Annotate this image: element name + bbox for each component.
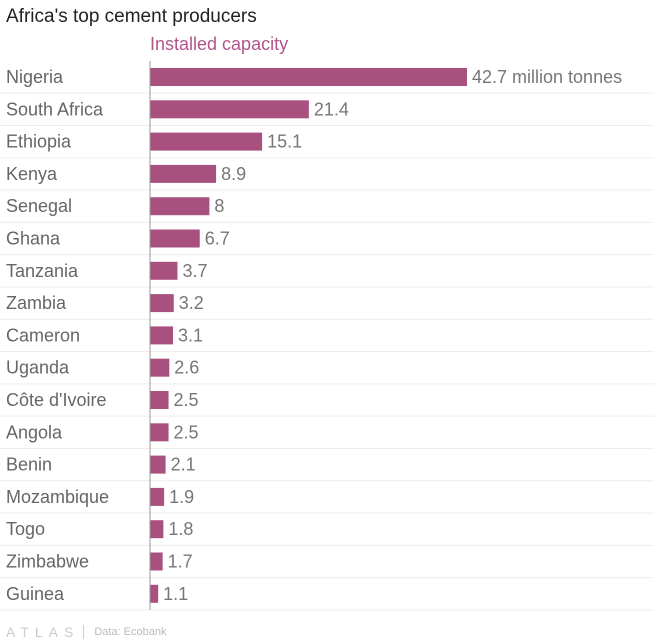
category-label: Zambia: [6, 293, 67, 313]
data-label: 2.5: [174, 390, 199, 410]
category-label: South Africa: [6, 99, 104, 119]
data-label: 2.1: [171, 455, 196, 475]
footer-divider: [83, 625, 85, 639]
bar: [150, 520, 164, 539]
bar: [150, 487, 165, 506]
data-label: 1.7: [168, 552, 193, 572]
category-label: Kenya: [6, 164, 58, 184]
bar: [150, 584, 159, 603]
category-label: Tanzania: [6, 261, 79, 281]
data-label: 8: [214, 196, 224, 216]
category-label: Mozambique: [6, 487, 109, 507]
bar: [150, 423, 169, 442]
data-label: 3.1: [178, 325, 203, 345]
data-label: 3.2: [179, 293, 204, 313]
atlas-logo: ATLAS: [6, 624, 80, 640]
chart-subtitle: Installed capacity: [150, 34, 289, 54]
data-label: 6.7: [205, 229, 230, 249]
bar: [150, 294, 174, 313]
category-label: Zimbabwe: [6, 552, 89, 572]
bar: [150, 68, 467, 86]
category-label: Benin: [6, 455, 52, 475]
data-label: 1.8: [168, 519, 193, 539]
category-label: Ethiopia: [6, 132, 72, 152]
data-label: 2.6: [174, 358, 199, 378]
data-label: 8.9: [221, 164, 246, 184]
category-label: Senegal: [6, 196, 72, 216]
category-label: Uganda: [6, 358, 70, 378]
bar: [150, 326, 174, 345]
data-label: 2.5: [174, 422, 199, 442]
chart-title: Africa's top cement producers: [6, 6, 257, 27]
bar: [150, 100, 309, 119]
data-label: 21.4: [314, 99, 349, 119]
bar: [150, 261, 178, 280]
data-label: 15.1: [267, 132, 302, 152]
bar: [150, 391, 169, 409]
footer: ATLAS Data: Ecobank: [6, 624, 166, 640]
data-label: 1.9: [169, 487, 194, 507]
bar: [150, 197, 210, 216]
data-label: 1.1: [163, 584, 188, 604]
bar: [150, 455, 166, 474]
category-label: Nigeria: [6, 67, 64, 87]
bar: [150, 164, 217, 183]
bar: [150, 552, 163, 571]
data-label: 42.7 million tonnes: [472, 67, 622, 87]
category-label: Cameron: [6, 325, 80, 345]
bar: [150, 358, 170, 377]
category-label: Côte d'Ivoire: [6, 390, 107, 410]
source-note: Data: Ecobank: [94, 626, 167, 638]
category-label: Ghana: [6, 229, 61, 249]
bar: [150, 229, 200, 248]
category-label: Angola: [6, 422, 63, 442]
bar: [150, 132, 263, 151]
category-label: Togo: [6, 519, 45, 539]
data-label: 3.7: [182, 261, 207, 281]
category-label: Guinea: [6, 584, 65, 604]
